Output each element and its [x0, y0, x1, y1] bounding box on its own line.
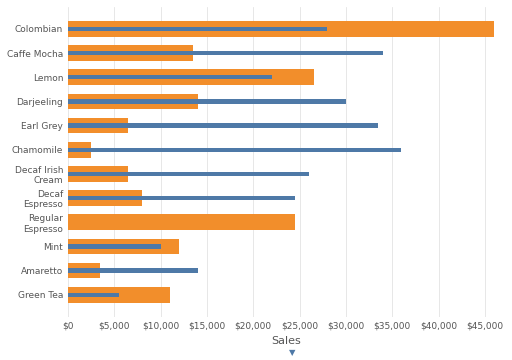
Bar: [68, 190, 142, 206]
Bar: [68, 21, 494, 37]
Bar: [68, 196, 295, 200]
Bar: [68, 293, 119, 297]
Bar: [68, 142, 91, 158]
Bar: [68, 239, 179, 254]
Bar: [68, 45, 193, 61]
Bar: [68, 27, 327, 31]
Bar: [68, 69, 313, 85]
Bar: [68, 166, 129, 182]
Bar: [68, 269, 198, 273]
Bar: [68, 99, 346, 104]
Bar: [68, 148, 401, 152]
Bar: [68, 172, 309, 176]
Bar: [68, 51, 383, 55]
Bar: [68, 123, 378, 128]
Bar: [68, 214, 295, 230]
Bar: [68, 94, 198, 109]
Text: ▼: ▼: [289, 348, 296, 357]
Bar: [68, 75, 272, 80]
Bar: [68, 287, 170, 303]
Bar: [68, 118, 129, 134]
X-axis label: Sales: Sales: [271, 336, 301, 346]
Bar: [68, 244, 161, 248]
Bar: [68, 263, 100, 278]
